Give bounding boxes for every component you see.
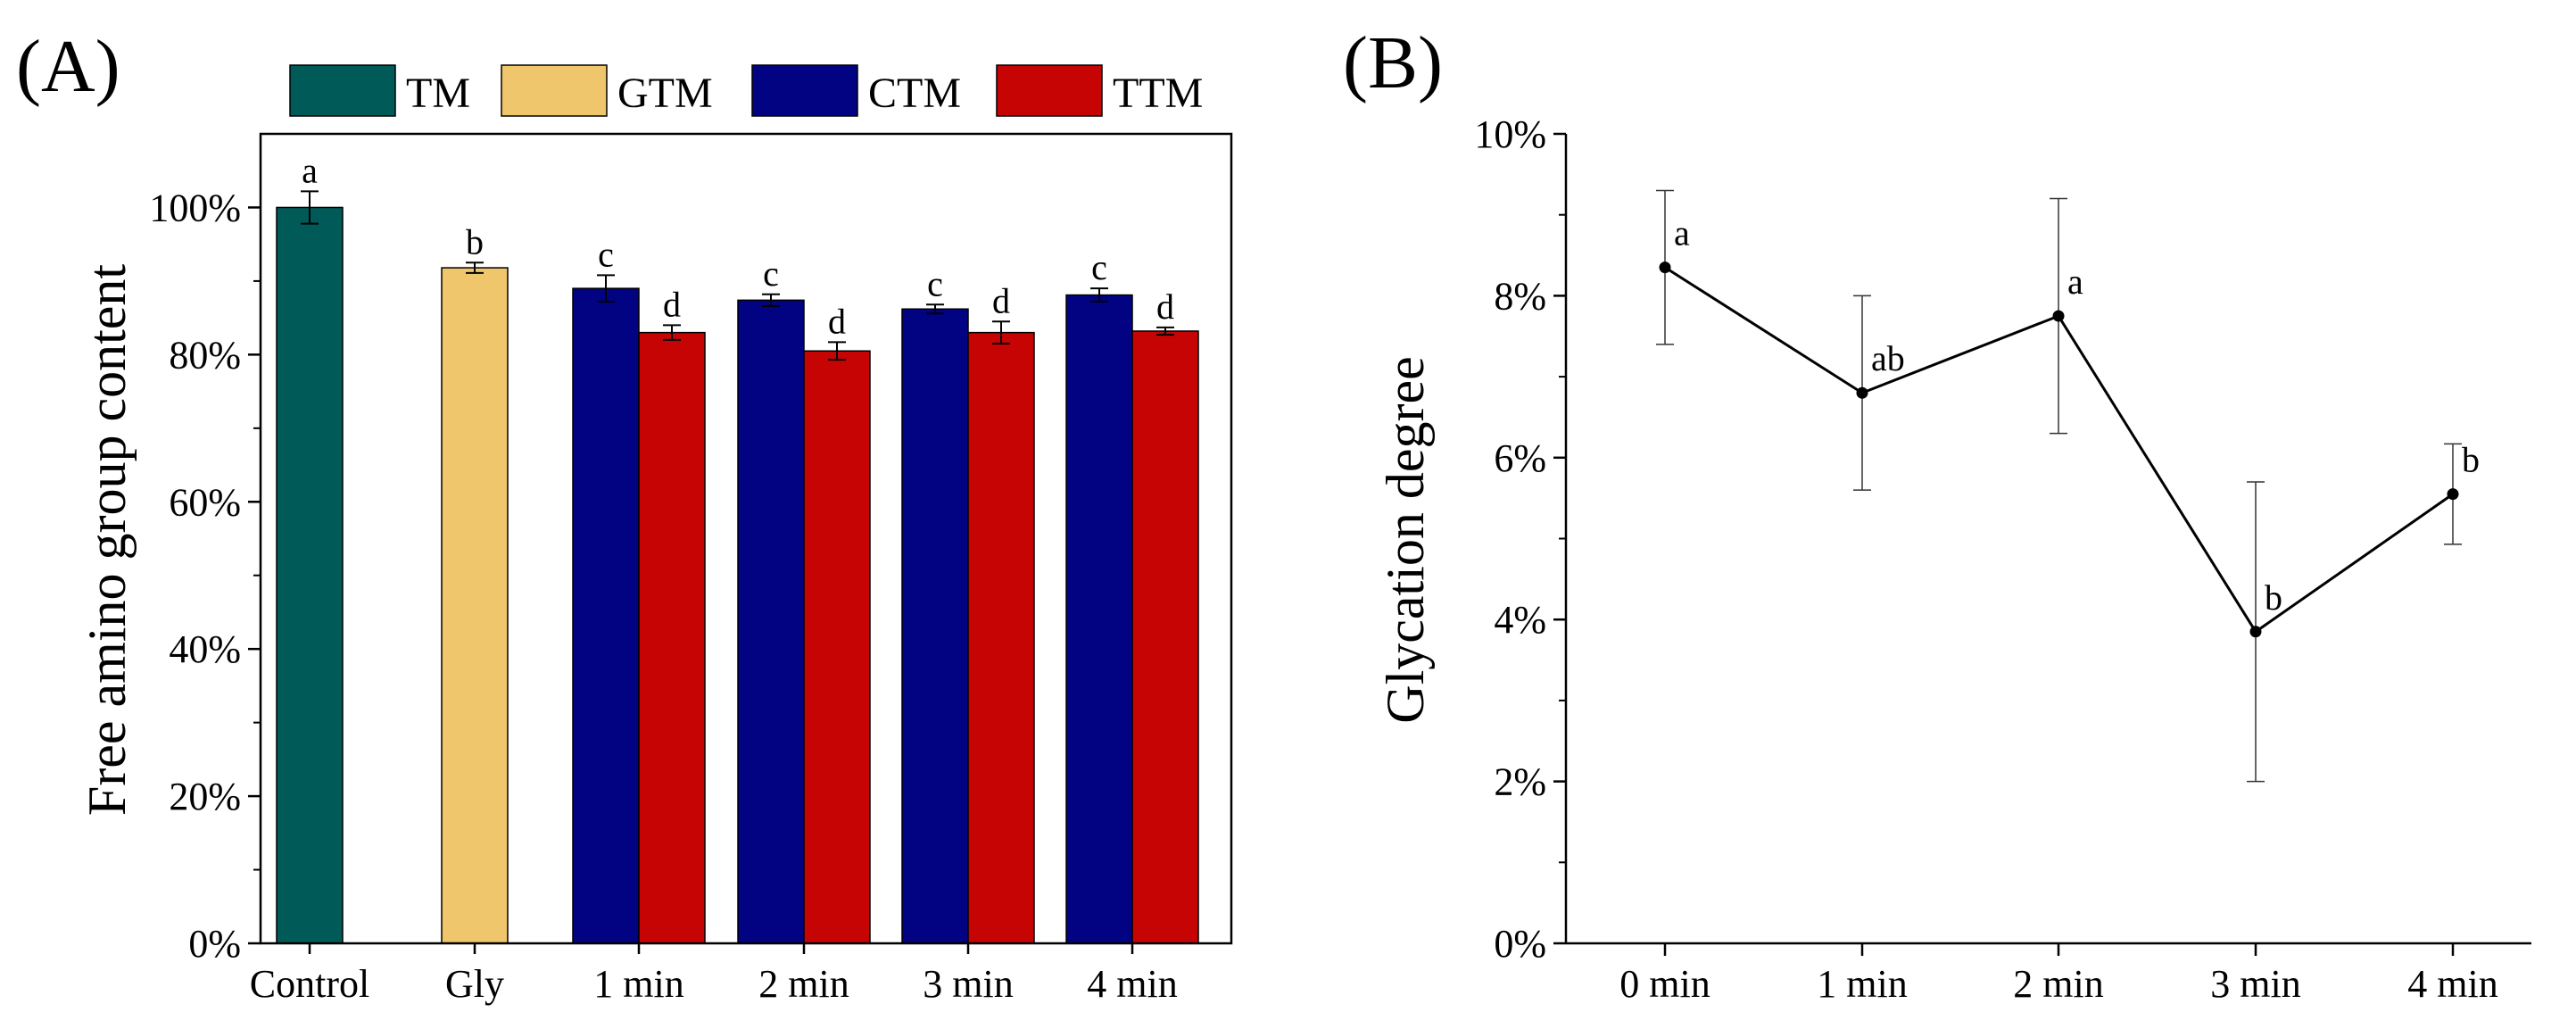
legend-swatch-ttm [996, 64, 1103, 117]
bar-ttm-2-min [803, 350, 871, 944]
panel-a-y-axis-title: Free amino group content [78, 264, 137, 816]
x-tick-label: 1 min [1817, 962, 1907, 1006]
legend-label-gtm: GTM [617, 70, 713, 117]
significance-label: b [466, 221, 484, 261]
significance-label: b [2265, 577, 2282, 618]
bar-layer: a Control b Gly c d 1 min c d 2 min c d 3 min c d 4 min [250, 150, 1199, 1006]
x-tick-label: 4 min [2407, 962, 2497, 1006]
data-point [2249, 626, 2262, 638]
significance-label: d [992, 280, 1010, 320]
y-tick-label: 20% [169, 775, 241, 818]
x-tick-label: Control [250, 962, 369, 1006]
bar-ttm-4-min [1131, 330, 1199, 944]
bar-gtm-gly [441, 267, 509, 944]
data-point [1856, 386, 1868, 399]
significance-label: b [2462, 440, 2480, 480]
y-tick-label: 60% [169, 480, 241, 524]
x-tick-label: 1 min [593, 962, 683, 1006]
panel-a: (A) TM GTM CTM TTM Free amino group content… [16, 25, 1233, 1006]
legend-label-ctm: CTM [868, 70, 961, 117]
panel-a-axes: 0% 20% 40% 60% 80% 100% [149, 132, 1233, 966]
legend: TM GTM CTM TTM [289, 64, 1203, 117]
x-tick-label: 3 min [923, 962, 1013, 1006]
significance-label: a [302, 150, 318, 190]
panel-b-axes: 0% 2% 4% 6% 8% 10% 0 min 1 min 2 min 3 min 4 min [1474, 112, 2531, 1006]
significance-label: a [1674, 213, 1690, 253]
panel-a-label: (A) [16, 25, 120, 108]
bar-ttm-3-min [967, 331, 1035, 944]
legend-swatch-ctm [751, 64, 858, 117]
significance-label: d [1156, 286, 1174, 327]
y-tick-label: 100% [149, 186, 241, 229]
legend-swatch-tm [289, 64, 396, 117]
legend-swatch-gtm [501, 64, 608, 117]
y-tick-label: 10% [1474, 112, 1546, 156]
x-tick-label: 0 min [1619, 962, 1710, 1006]
panel-b-label: (B) [1343, 21, 1443, 104]
y-tick-label: 8% [1494, 274, 1546, 318]
y-tick-label: 40% [169, 627, 241, 671]
x-tick-label: 3 min [2210, 962, 2300, 1006]
significance-label: c [598, 234, 614, 274]
data-point [2447, 488, 2459, 501]
y-tick-label: 6% [1494, 436, 1546, 480]
data-point [2052, 310, 2065, 322]
data-point [1659, 261, 1671, 274]
bar-ctm-3-min [901, 308, 969, 944]
y-tick-label: 80% [169, 333, 241, 377]
plot-frame [259, 132, 1233, 945]
x-tick-label: 4 min [1087, 962, 1177, 1006]
bar-tm-control [276, 206, 344, 944]
significance-label: c [1091, 247, 1107, 287]
y-tick-label: 4% [1494, 598, 1546, 642]
x-tick-label: 2 min [758, 962, 849, 1006]
bar-ctm-1-min [572, 287, 640, 944]
bar-ctm-2-min [737, 299, 805, 944]
panel-b-y-axis-title: Glycation degree [1376, 356, 1435, 723]
significance-label: c [763, 253, 779, 294]
significance-label: a [2067, 261, 2083, 302]
significance-label: d [663, 284, 681, 324]
y-tick-label: 0% [1494, 922, 1546, 966]
y-tick-label: 2% [1494, 760, 1546, 804]
significance-label: c [927, 263, 943, 303]
bar-ttm-1-min [638, 331, 706, 944]
significance-label: ab [1871, 338, 1905, 378]
y-tick-label: 0% [188, 922, 241, 966]
significance-label: d [828, 301, 846, 341]
x-tick-label: Gly [445, 962, 504, 1006]
legend-label-ttm: TTM [1113, 70, 1203, 117]
bar-ctm-4-min [1065, 294, 1133, 944]
legend-label-tm: TM [406, 70, 470, 117]
x-tick-label: 2 min [2013, 962, 2103, 1006]
